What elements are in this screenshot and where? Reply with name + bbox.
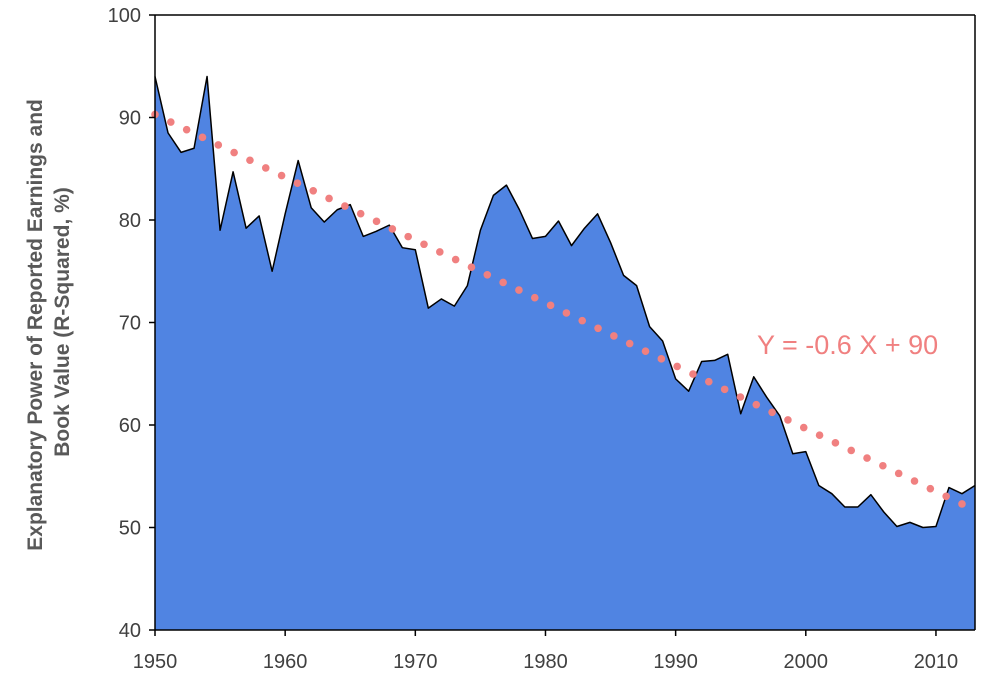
trendline-dot — [768, 408, 776, 417]
x-tick-label: 1950 — [133, 651, 178, 673]
trendline-dot — [894, 469, 903, 478]
x-tick-label: 1990 — [653, 651, 698, 673]
trendline-dot — [167, 118, 175, 126]
trendline-dot — [436, 248, 444, 256]
x-tick-label: 1960 — [263, 651, 308, 673]
x-tick-label: 1980 — [523, 651, 568, 673]
trendline-dot — [863, 454, 871, 462]
trendline-dot — [641, 347, 650, 355]
trendline-dot — [562, 309, 571, 317]
trendline-dot — [214, 141, 223, 149]
r-squared-area — [155, 76, 975, 630]
trendline-dot — [515, 286, 523, 294]
trendline-dot — [546, 301, 555, 310]
trendline-dot — [309, 187, 318, 195]
trendline-dot — [910, 477, 919, 485]
trendline-dot — [689, 370, 697, 378]
x-axis-ticks: 1950 1960 1970 1980 1990 2000 2010 — [133, 630, 958, 673]
trendline-dot — [198, 133, 207, 142]
trendline-dot — [499, 278, 507, 287]
trendline-dot — [530, 293, 539, 302]
trendline-dot — [230, 148, 238, 157]
trendline-dot — [467, 263, 476, 271]
trendline-dot — [420, 240, 428, 249]
trendline-dot — [736, 393, 745, 401]
plot-area: 40 50 60 70 80 90 100 1950 1960 1970 1980 1990 2000… — [108, 5, 976, 673]
y-axis-label-line-1: Explanatory Power of Reported Earnings a… — [24, 99, 47, 551]
trendline-dot — [657, 355, 666, 363]
trendline-dot — [261, 164, 270, 172]
x-tick-label: 1970 — [393, 651, 438, 673]
y-tick-label: 80 — [119, 210, 141, 232]
trendline-dot — [293, 179, 302, 187]
trendline-dot — [404, 232, 412, 241]
trendline-dot — [356, 209, 365, 218]
trendline-dot — [625, 339, 634, 348]
trendline — [151, 110, 966, 508]
x-tick-label: 2000 — [784, 651, 829, 673]
trendline-dot — [720, 385, 729, 394]
trendline-dot — [799, 423, 808, 432]
trendline-equation: Y = -0.6 X + 90 — [757, 330, 938, 360]
trendline-dot — [673, 362, 681, 371]
x-tick-label: 2010 — [914, 651, 959, 673]
trendline-dot — [325, 194, 333, 203]
trendline-dot — [341, 202, 349, 210]
y-tick-label: 50 — [119, 518, 141, 540]
trendline-dot — [610, 332, 618, 340]
y-tick-label: 60 — [119, 415, 141, 437]
trendline-dot — [578, 316, 587, 325]
y-tick-label: 40 — [119, 620, 141, 642]
trendline-dot — [594, 324, 602, 333]
trendline-dot — [246, 156, 254, 165]
y-axis-label-line-2: Book Value (R-Squared, %) — [51, 187, 74, 457]
r-squared-line — [154, 75, 976, 529]
trendline-dot — [926, 484, 935, 493]
trendline-dot — [372, 217, 381, 226]
trendline-dot — [483, 271, 492, 279]
trendline-dot — [182, 125, 191, 134]
trendline-dot — [942, 492, 950, 501]
y-axis-ticks: 40 50 60 70 80 90 100 — [108, 5, 155, 642]
trendline-dot — [705, 377, 713, 386]
y-tick-label: 70 — [119, 313, 141, 335]
y-axis-label: Explanatory Power of Reported Earnings a… — [24, 93, 74, 550]
y-tick-label: 100 — [108, 5, 141, 27]
trendline-dot — [958, 500, 966, 508]
trendline-dot — [815, 431, 824, 439]
trendline-dot — [752, 400, 761, 409]
trendline-dot — [388, 225, 397, 233]
trendline-dot — [879, 461, 887, 470]
y-tick-label: 90 — [119, 108, 141, 130]
trendline-dot — [784, 416, 792, 424]
trendline-dot — [831, 439, 840, 447]
trendline-dot — [847, 446, 856, 455]
trendline-dot — [277, 171, 286, 180]
trendline-dot — [451, 255, 460, 264]
